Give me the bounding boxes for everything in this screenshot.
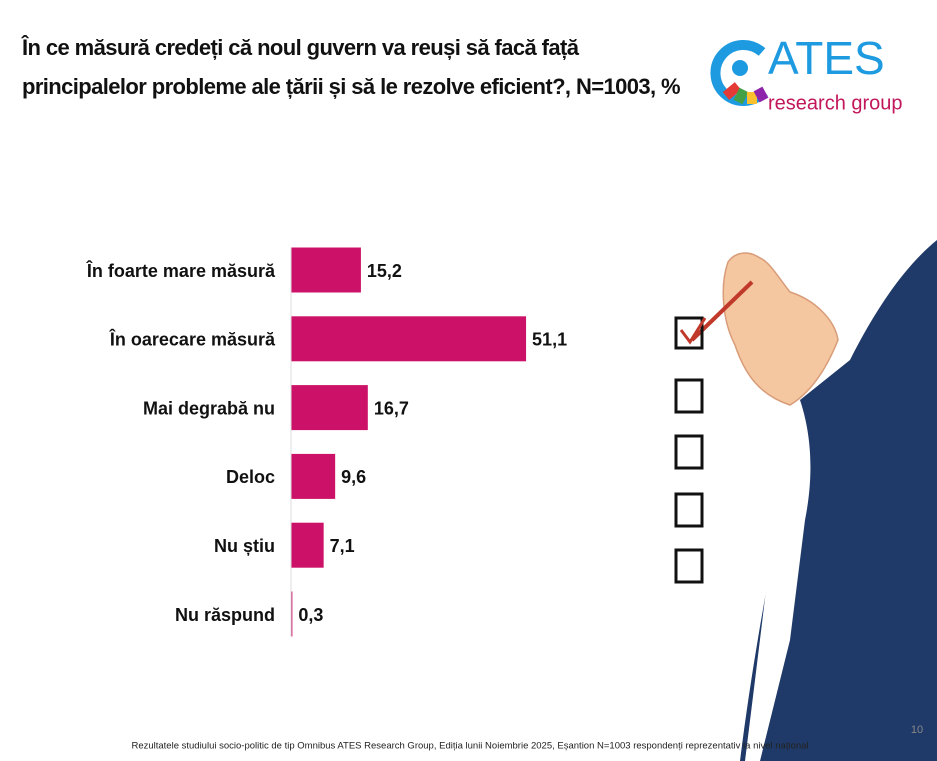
bar — [291, 453, 336, 499]
value-label: 7,1 — [330, 536, 355, 556]
value-label: 51,1 — [532, 330, 567, 350]
shirt-cuff — [745, 400, 811, 761]
page-number: 10 — [911, 724, 923, 736]
hand — [722, 252, 839, 406]
check-mark — [679, 317, 707, 345]
bar — [291, 316, 527, 362]
checkboxes — [674, 316, 704, 584]
logo-dot — [732, 60, 748, 76]
bar — [291, 522, 324, 568]
footer: Rezultatele studiului socio-politic de t… — [131, 741, 808, 752]
bar — [291, 591, 293, 637]
bar — [291, 385, 368, 431]
category-label: Nu știu — [214, 536, 275, 556]
category-label: În oarecare măsură — [109, 329, 276, 350]
value-label: 9,6 — [341, 467, 366, 487]
logo-subtitle: research group — [768, 92, 903, 114]
category-label: Nu răspund — [175, 605, 275, 625]
category-label: În foarte mare măsură — [86, 260, 276, 281]
category-label: Mai degrabă nu — [143, 398, 275, 418]
bar — [291, 247, 361, 293]
value-label: 0,3 — [298, 605, 323, 625]
category-label: Deloc — [226, 467, 275, 487]
value-label: 15,2 — [367, 261, 402, 281]
value-label: 16,7 — [374, 398, 409, 418]
logo-name: ATES — [768, 32, 885, 84]
chart-title: În ce măsură credeți că noul guvern va r… — [22, 35, 681, 99]
logo-mark — [710, 40, 769, 106]
